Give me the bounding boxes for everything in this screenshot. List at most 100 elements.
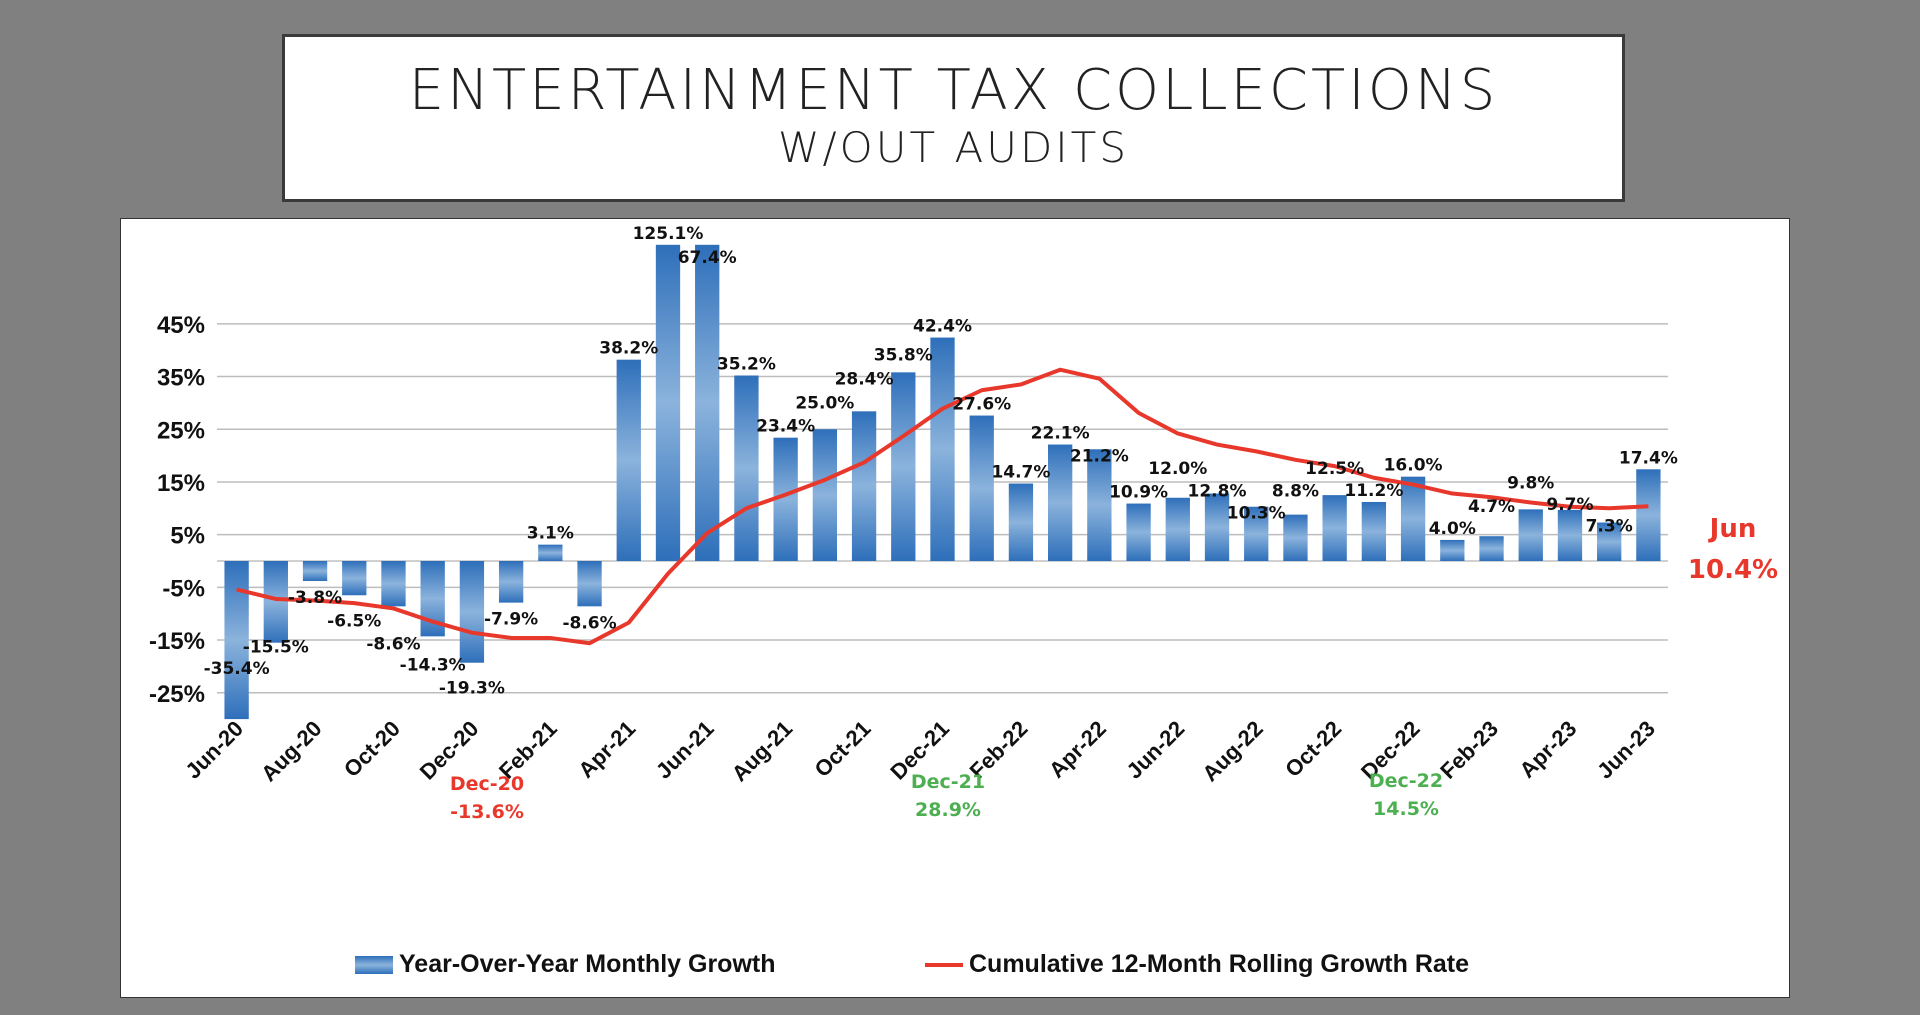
annotation-value: 10.4% — [1688, 555, 1778, 585]
legend-bar-swatch — [355, 955, 393, 974]
x-tick-label: Jun-22 — [1122, 716, 1190, 784]
annotation-label: Dec-20 — [450, 773, 524, 795]
bar-Jun-22 — [1165, 497, 1190, 561]
data-label: 22.1% — [1031, 424, 1090, 444]
data-label: -15.5% — [243, 638, 309, 658]
x-tick-label: Jun-23 — [1592, 716, 1660, 784]
data-label: 23.4% — [756, 417, 815, 437]
bar-Nov-21 — [891, 372, 916, 561]
bar-Nov-22 — [1361, 501, 1387, 561]
data-label: -7.9% — [484, 610, 538, 630]
data-label: -8.6% — [562, 613, 616, 633]
data-label: 38.2% — [599, 339, 658, 359]
bar-Sep-20 — [342, 561, 367, 596]
bar-Mar-21 — [577, 561, 602, 607]
data-label: 7.3% — [1586, 517, 1633, 537]
data-label: 3.1% — [527, 524, 574, 544]
rolling-growth-line — [236, 367, 1649, 646]
bar-Aug-22 — [1244, 506, 1269, 561]
data-label: 28.4% — [835, 369, 894, 389]
legend-line-label: Cumulative 12-Month Rolling Growth Rate — [969, 950, 1470, 978]
y-tick-label: 5% — [170, 523, 205, 550]
data-label: -3.8% — [288, 588, 342, 608]
bar-Jan-23 — [1440, 539, 1465, 561]
bar-Feb-23 — [1479, 536, 1504, 561]
bar-May-22 — [1126, 503, 1151, 561]
x-tick-label: Apr-22 — [1044, 716, 1111, 783]
data-label: 9.7% — [1546, 495, 1593, 515]
bar-Oct-22 — [1322, 495, 1347, 561]
data-label: 17.4% — [1619, 448, 1678, 468]
bar-Jun-21 — [695, 244, 720, 562]
bar-Dec-20 — [459, 561, 485, 663]
y-tick-label: 45% — [157, 312, 205, 339]
data-label: 67.4% — [678, 248, 737, 268]
bar-Jan-21 — [498, 561, 524, 603]
chart-subtitle: W/OUT AUDITS — [778, 123, 1129, 172]
y-tick-label: 35% — [157, 365, 205, 392]
bar-Apr-22 — [1087, 449, 1112, 561]
x-tick-label: Aug-22 — [1197, 716, 1267, 786]
data-label: 8.8% — [1272, 482, 1319, 502]
bar-Mar-22 — [1047, 444, 1073, 561]
data-label: 125.1% — [633, 224, 704, 244]
annotation-label: Dec-22 — [1369, 770, 1443, 792]
data-label: -35.4% — [204, 659, 270, 679]
y-tick-label: -25% — [149, 681, 205, 708]
annotation-value: 28.9% — [915, 799, 981, 821]
legend-line-series: Cumulative 12-Month Rolling Growth Rate — [925, 950, 1469, 979]
bar-Jun-20 — [224, 561, 249, 720]
y-tick-label: 15% — [157, 470, 205, 497]
x-tick-label: Aug-21 — [727, 716, 797, 786]
data-label: 10.3% — [1227, 504, 1286, 524]
data-label: 16.0% — [1384, 456, 1443, 476]
x-tick-label: Oct-21 — [809, 716, 875, 782]
annotation-label: Jun — [1708, 514, 1757, 544]
data-label: -6.5% — [327, 611, 381, 631]
x-tick-label: Apr-21 — [573, 716, 640, 783]
data-label: 4.7% — [1468, 497, 1515, 517]
x-tick-label: Oct-22 — [1280, 716, 1346, 782]
data-label: 27.6% — [952, 395, 1011, 415]
annotation-value: -13.6% — [450, 801, 524, 823]
data-label: 12.5% — [1305, 459, 1364, 479]
data-label: -19.3% — [439, 679, 505, 699]
legend-bar-series: Year-Over-Year Monthly Growth — [355, 950, 776, 979]
data-label: 14.7% — [991, 463, 1050, 483]
bar-Oct-21 — [851, 411, 877, 561]
bar-Jul-21 — [734, 375, 759, 561]
data-label: 9.8% — [1507, 473, 1554, 493]
bar-Dec-22 — [1400, 476, 1426, 561]
bar-May-21 — [655, 244, 681, 562]
legend-bar-label: Year-Over-Year Monthly Growth — [399, 950, 776, 978]
bar-Sep-21 — [812, 429, 838, 561]
legend-line-swatch — [925, 962, 963, 967]
bar-May-23 — [1597, 522, 1622, 561]
data-label: 35.8% — [874, 345, 933, 365]
x-tick-label: Oct-20 — [339, 716, 405, 782]
x-tick-label: Jun-21 — [651, 716, 719, 784]
x-tick-label: Feb-23 — [1435, 716, 1503, 784]
bar-Jul-20 — [263, 561, 288, 643]
bar-Mar-23 — [1518, 509, 1543, 561]
bar-Apr-23 — [1557, 509, 1583, 561]
bar-Feb-22 — [1008, 483, 1034, 561]
bar-Oct-20 — [381, 561, 406, 607]
bar-Feb-21 — [538, 544, 563, 561]
data-label: 11.2% — [1344, 481, 1403, 501]
x-tick-label: Apr-23 — [1515, 716, 1582, 783]
y-tick-label: -5% — [162, 575, 205, 602]
bar-Dec-21 — [930, 337, 955, 561]
data-label: 25.0% — [795, 393, 854, 413]
bar-Jun-23 — [1636, 469, 1661, 561]
data-label: 42.4% — [913, 317, 972, 337]
data-label: 10.9% — [1109, 483, 1168, 503]
data-label: 4.0% — [1429, 519, 1476, 539]
bar-Aug-20 — [302, 561, 328, 582]
chart-title: ENTERTAINMENT TAX COLLECTIONS — [408, 58, 1499, 123]
data-label: 12.8% — [1188, 482, 1247, 502]
x-tick-label: Jun-20 — [180, 716, 248, 784]
annotation-label: Dec-21 — [911, 771, 985, 793]
bar-Sep-22 — [1283, 514, 1308, 561]
